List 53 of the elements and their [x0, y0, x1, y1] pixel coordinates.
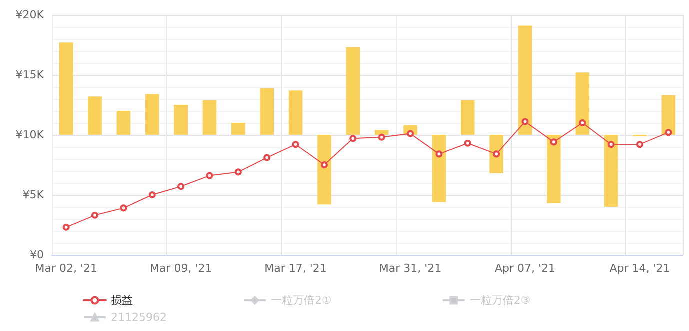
point — [178, 183, 185, 190]
bar — [146, 94, 160, 135]
x-tick-label: Mar 31, '21 — [379, 262, 442, 275]
point — [148, 192, 156, 198]
point — [234, 168, 242, 176]
bar — [232, 123, 246, 135]
x-tick-label: Mar 17, '21 — [264, 262, 327, 275]
bar — [260, 88, 274, 135]
point — [636, 141, 644, 148]
bar — [202, 100, 217, 135]
point — [464, 140, 472, 147]
bar — [547, 135, 561, 204]
legend-label: 损益 — [111, 294, 133, 307]
y-tick-label: ¥5K — [22, 188, 45, 202]
bar — [432, 135, 446, 202]
x-tick-label: Mar 09, '21 — [150, 262, 212, 275]
bar — [662, 95, 676, 135]
x-tick-label: Mar 02, '21 — [35, 262, 98, 275]
point — [665, 129, 672, 136]
bar — [518, 26, 532, 135]
bar — [576, 72, 590, 135]
point — [550, 138, 558, 146]
point — [206, 172, 214, 180]
bar — [374, 130, 389, 135]
x-tick-label: Apr 07, '21 — [494, 262, 556, 275]
bar — [116, 111, 131, 135]
point — [608, 141, 615, 148]
bar — [318, 135, 332, 205]
y-tick-label: ¥20K — [16, 8, 45, 22]
bar — [59, 42, 74, 135]
x-tick-label: Apr 14, '21 — [610, 262, 670, 275]
bar — [604, 135, 618, 207]
point — [92, 212, 99, 219]
point — [264, 154, 271, 162]
bar — [490, 135, 504, 174]
bar — [461, 100, 475, 135]
point — [320, 162, 328, 168]
point — [378, 134, 386, 141]
bar — [174, 105, 188, 135]
point — [292, 141, 300, 148]
point — [62, 224, 70, 231]
y-tick-label: ¥15K — [16, 68, 45, 82]
point — [579, 120, 586, 126]
y-tick-label: ¥0 — [30, 248, 44, 262]
bar — [346, 47, 360, 135]
point — [350, 135, 357, 142]
y-tick-label: ¥10K — [16, 128, 45, 142]
point — [522, 118, 529, 126]
point — [436, 150, 443, 158]
bar — [88, 96, 102, 135]
bar — [288, 90, 303, 135]
point — [493, 150, 500, 158]
point — [120, 204, 128, 212]
